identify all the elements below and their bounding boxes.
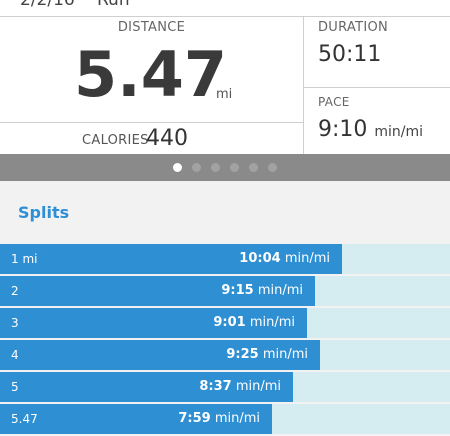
distance-value: 5.47	[74, 38, 227, 111]
split-pace-unit: min/mi	[210, 411, 260, 426]
split-mile-label: 4	[11, 348, 19, 362]
split-pace-value: 9:25	[226, 347, 259, 362]
split-row: 5 8:37 min/mi	[0, 372, 450, 402]
page-indicator[interactable]	[0, 154, 450, 181]
split-bar	[0, 244, 342, 274]
split-pace-value: 10:04	[239, 251, 281, 266]
duration-panel: DURATION 50:11	[304, 17, 450, 88]
split-row: 4 9:25 min/mi	[0, 340, 450, 370]
activity-header: 2/2/16 Run	[0, 0, 450, 16]
page-dot[interactable]	[249, 163, 258, 172]
pace-panel: PACE 9:10 min/mi	[304, 88, 450, 155]
duration-value: 50:11	[318, 42, 382, 67]
calories-label: CALORIES	[82, 133, 149, 148]
split-pace-label: 10:04 min/mi	[239, 251, 330, 266]
split-row: 3 9:01 min/mi	[0, 308, 450, 338]
split-pace-unit: min/mi	[245, 315, 295, 330]
split-bar	[0, 276, 315, 306]
splits-title: Splits	[18, 203, 70, 222]
pace-label: PACE	[318, 95, 350, 109]
pace-value-line: 9:10 min/mi	[318, 117, 423, 142]
split-mile-label: 2	[11, 284, 19, 298]
splits-section: Splits 1 mi 10:04 min/mi 2 9:15 min/mi 3 9:01…	[0, 181, 450, 436]
split-pace-value: 8:37	[199, 379, 232, 394]
calories-panel: CALORIES 440	[0, 123, 304, 155]
split-mile-label: 5	[11, 380, 19, 394]
split-bar	[0, 340, 320, 370]
page-dot[interactable]	[211, 163, 220, 172]
split-pace-label: 7:59 min/mi	[178, 411, 260, 426]
split-pace-label: 9:15 min/mi	[221, 283, 303, 298]
split-pace-value: 7:59	[178, 411, 211, 426]
split-pace-unit: min/mi	[231, 379, 281, 394]
split-pace-value: 9:01	[213, 315, 246, 330]
distance-unit: mi	[216, 87, 233, 102]
split-mile-label: 3	[11, 316, 19, 330]
split-bar	[0, 372, 293, 402]
split-row: 2 9:15 min/mi	[0, 276, 450, 306]
split-bar	[0, 404, 272, 434]
page-dot[interactable]	[268, 163, 277, 172]
page-dot[interactable]	[192, 163, 201, 172]
calories-value: 440	[146, 126, 188, 151]
split-pace-unit: min/mi	[253, 283, 303, 298]
distance-label: DISTANCE	[117, 20, 186, 35]
activity-type: Run	[97, 0, 130, 10]
split-pace-value: 9:15	[221, 283, 254, 298]
split-pace-unit: min/mi	[258, 347, 308, 362]
page-dot[interactable]	[230, 163, 239, 172]
split-pace-label: 9:25 min/mi	[226, 347, 308, 362]
split-row: 1 mi 10:04 min/mi	[0, 244, 450, 274]
split-pace-label: 8:37 min/mi	[199, 379, 281, 394]
pace-unit: min/mi	[374, 124, 424, 140]
split-mile-label: 5.47	[11, 412, 38, 426]
split-mile-label: 1 mi	[11, 252, 38, 266]
stats-panel: DISTANCE 5.47 mi CALORIES 440 DURATION 5…	[0, 16, 450, 155]
page-dot[interactable]	[173, 163, 182, 172]
split-pace-label: 9:01 min/mi	[213, 315, 295, 330]
activity-date: 2/2/16	[20, 0, 75, 10]
split-bar	[0, 308, 307, 338]
distance-panel: DISTANCE 5.47 mi	[0, 17, 304, 123]
split-pace-unit: min/mi	[280, 251, 330, 266]
pace-value: 9:10	[318, 117, 368, 142]
duration-label: DURATION	[318, 20, 389, 35]
split-row: 5.47 7:59 min/mi	[0, 404, 450, 434]
